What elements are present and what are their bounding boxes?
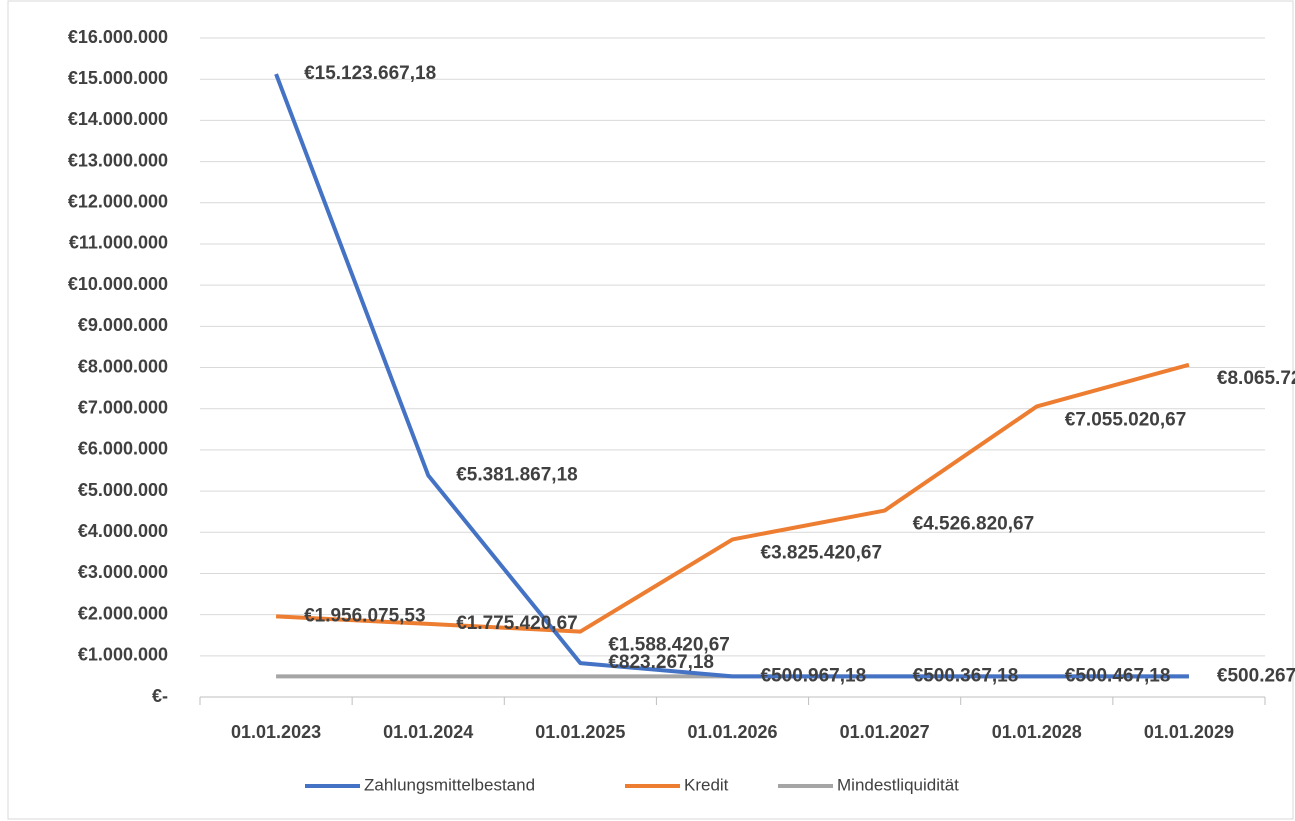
y-tick-label: €14.000.000 [68,109,168,129]
data-label: €823.267,18 [608,652,714,673]
x-tick-label: 01.01.2025 [535,722,625,742]
data-label: €500.967,18 [761,665,867,686]
y-tick-label: €16.000.000 [68,27,168,47]
y-tick-label: €11.000.000 [69,233,168,253]
chart-frame [7,0,1294,820]
x-tick-label: 01.01.2029 [1144,722,1234,742]
data-label: €8.065.720,67 [1217,368,1295,389]
data-label: €1.956.075,53 [304,605,426,626]
legend-label: Zahlungsmittelbestand [364,775,535,794]
data-label: €7.055.020,67 [1065,409,1187,430]
x-tick-label: 01.01.2024 [383,722,473,742]
x-tick-label: 01.01.2027 [840,722,930,742]
data-label: €5.381.867,18 [456,464,578,485]
series-line [275,362,1190,634]
y-tick-label: €6.000.000 [78,439,168,459]
y-tick-label: €9.000.000 [78,315,168,335]
legend-label: Kredit [684,775,729,794]
y-tick-label: €4.000.000 [78,521,168,541]
series-line [274,73,1189,679]
legend-label: Mindestliquidität [837,775,959,794]
y-tick-label: €10.000.000 [68,274,168,294]
x-tick-label: 01.01.2023 [231,722,321,742]
data-label: €500.367,18 [913,665,1019,686]
y-tick-label: €- [152,686,168,706]
data-label: €1.775.420,67 [456,613,578,634]
y-tick-label: €8.000.000 [78,356,168,376]
data-label: €15.123.667,18 [304,63,436,84]
y-tick-label: €7.000.000 [78,397,168,417]
y-tick-label: €13.000.000 [68,150,168,170]
y-tick-label: €5.000.000 [78,480,168,500]
y-tick-label: €12.000.000 [68,192,168,212]
y-tick-label: €2.000.000 [78,603,168,623]
y-tick-label: €1.000.000 [78,645,168,665]
data-label: €500.467,18 [1065,665,1171,686]
y-tick-label: €15.000.000 [68,68,168,88]
data-label: €500.267,18 [1217,665,1295,686]
data-label: €3.825.420,67 [761,542,883,563]
data-label: €1.588.420,67 [608,635,730,656]
y-tick-label: €3.000.000 [78,562,168,582]
x-tick-label: 01.01.2026 [687,722,777,742]
x-tick-label: 01.01.2028 [992,722,1082,742]
data-label: €4.526.820,67 [913,514,1035,535]
